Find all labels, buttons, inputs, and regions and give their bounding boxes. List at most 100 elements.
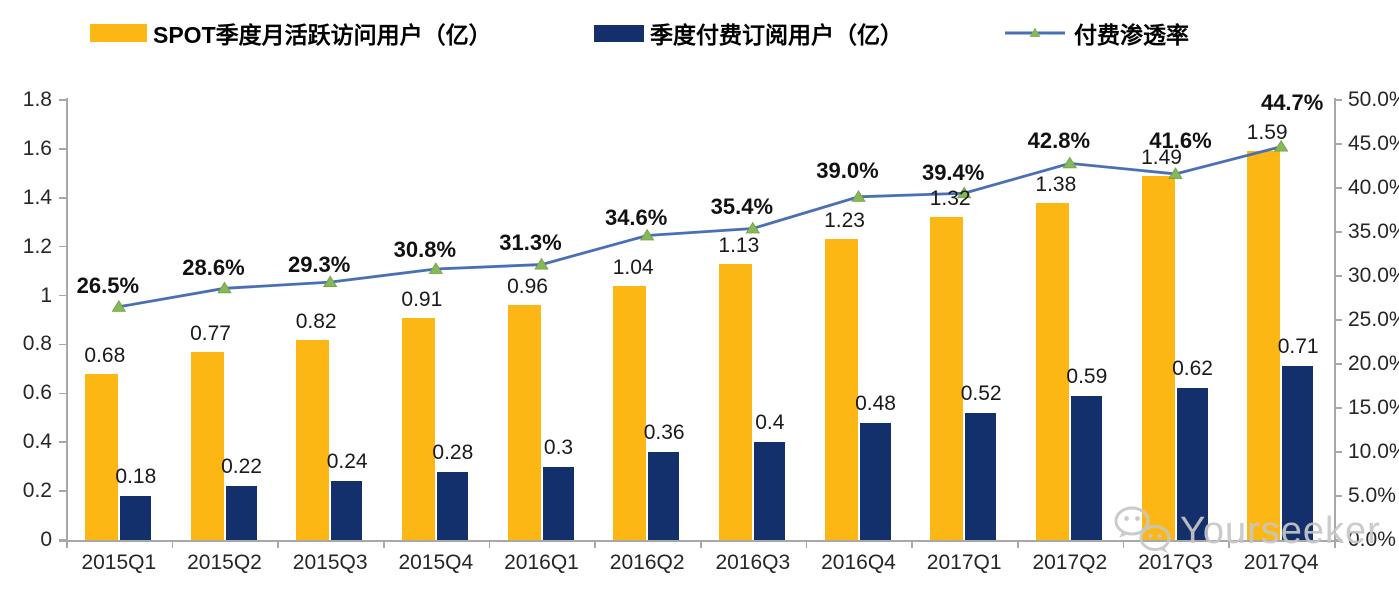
left-axis-tick xyxy=(59,441,67,443)
left-axis-tick-label: 0.8 xyxy=(22,332,52,356)
mau-value-label: 1.23 xyxy=(824,209,865,233)
right-axis-tick-label: 35.0% xyxy=(1348,220,1399,243)
watermark: Yourseeker xyxy=(1112,505,1381,557)
subscribers-bar xyxy=(965,412,997,540)
left-axis-tick-label: 1.2 xyxy=(22,234,52,258)
left-axis-tick xyxy=(59,197,67,199)
right-axis-tick-label: 0.0% xyxy=(1348,528,1396,551)
right-axis-tick xyxy=(1334,231,1342,233)
subscribers-value-label: 0.48 xyxy=(855,391,896,415)
x-axis-tick xyxy=(805,540,808,548)
right-axis-tick xyxy=(1334,539,1342,541)
right-axis-tick-label: 25.0% xyxy=(1348,308,1399,331)
subscribers-value-label: 0.3 xyxy=(543,435,574,459)
subscribers-value-label: 0.28 xyxy=(432,440,474,464)
subscribers-value-label: 0.62 xyxy=(1172,357,1213,381)
mau-bar xyxy=(930,217,964,540)
left-axis-tick xyxy=(59,294,67,297)
subscribers-bar xyxy=(225,486,257,540)
subscribers-bar xyxy=(331,481,363,540)
left-axis-tick-label: 1.6 xyxy=(22,136,52,160)
mau-bar xyxy=(824,239,858,540)
penetration-label: 31.3% xyxy=(499,229,562,255)
penetration-label: 39.4% xyxy=(921,160,985,186)
penetration-label: 30.8% xyxy=(393,236,457,262)
right-axis-tick-label: 45.0% xyxy=(1348,132,1399,155)
right-axis-tick xyxy=(1334,275,1342,277)
subscribers-value-label: 0.22 xyxy=(221,455,262,479)
mau-legend-swatch xyxy=(90,24,147,42)
right-axis-tick xyxy=(1334,495,1342,497)
penetration-label: 39.0% xyxy=(816,157,879,183)
mau-bar xyxy=(84,373,118,540)
x-axis-tick xyxy=(1017,540,1019,548)
subscribers-value-label: 0.36 xyxy=(643,421,685,444)
left-axis-tick-label: 0.6 xyxy=(22,381,52,405)
legend-item-penetration: 付费渗透率 xyxy=(1004,18,1189,48)
subscribers-bar xyxy=(1282,366,1314,540)
penetration-label: 41.6% xyxy=(1149,127,1212,153)
left-axis-tick xyxy=(59,148,67,150)
mau-value-label: 0.82 xyxy=(295,309,337,333)
subscribers-value-label: 0.24 xyxy=(326,450,368,474)
x-axis-tick xyxy=(1122,540,1125,548)
mau-value-label: 1.04 xyxy=(612,255,654,279)
x-axis-tick xyxy=(488,540,491,548)
mau-value-label: 0.96 xyxy=(507,275,548,299)
x-axis-category-label: 2016Q4 xyxy=(821,551,896,574)
x-axis-category-label: 2015Q1 xyxy=(81,551,157,574)
mau-value-label: 0.68 xyxy=(84,343,126,367)
right-axis-tick xyxy=(1334,319,1342,321)
x-axis-tick xyxy=(277,540,279,548)
subscribers-bar xyxy=(436,471,468,540)
right-axis-tick-label: 30.0% xyxy=(1348,264,1399,287)
subscribers-bar xyxy=(1176,388,1208,540)
x-axis-category-label: 2017Q2 xyxy=(1032,551,1108,574)
left-axis-tick xyxy=(59,392,67,395)
right-axis-tick xyxy=(1334,451,1342,453)
x-axis-tick xyxy=(1228,540,1230,548)
mau-bar xyxy=(613,285,647,540)
right-axis-tick xyxy=(1334,187,1342,189)
left-axis-tick-label: 0.4 xyxy=(22,430,52,454)
right-axis-tick-label: 5.0% xyxy=(1348,484,1396,507)
subscribers-value-label: 0.59 xyxy=(1066,364,1108,388)
subscribers-value-label: 0.4 xyxy=(755,411,785,435)
wechat-icon xyxy=(1114,506,1171,553)
right-axis-tick-label: 15.0% xyxy=(1348,396,1399,419)
subscribers-legend-swatch xyxy=(594,24,644,42)
x-axis-category-label: 2017Q1 xyxy=(926,551,1002,574)
right-axis-tick xyxy=(1334,143,1342,145)
left-axis-tick xyxy=(59,539,67,541)
penetration-label: 35.4% xyxy=(710,194,774,220)
x-axis-tick xyxy=(911,540,913,548)
x-axis-category-label: 2016Q1 xyxy=(504,551,579,574)
mau-value-label: 0.77 xyxy=(190,321,231,345)
penetration-label: 42.8% xyxy=(1027,128,1091,154)
penetration-label: 44.7% xyxy=(1260,89,1324,115)
subscribers-bar xyxy=(542,466,574,540)
subscribers-bar xyxy=(119,496,151,540)
right-axis-tick xyxy=(1334,407,1342,409)
subscribers-value-label: 0.52 xyxy=(960,381,1002,405)
left-axis-tick-label: 0 xyxy=(40,528,52,551)
legend-item-subscribers: 季度付费订阅用户（亿） xyxy=(594,18,903,48)
left-axis-line xyxy=(66,98,68,541)
left-axis-tick xyxy=(59,245,67,248)
subscribers-value-label: 0.18 xyxy=(115,465,157,488)
subscribers-bar xyxy=(753,442,785,540)
penetration-label: 34.6% xyxy=(604,204,668,230)
left-axis-tick xyxy=(59,343,67,346)
x-axis-tick xyxy=(383,540,385,548)
left-axis-tick-label: 1 xyxy=(40,283,52,307)
x-axis-tick xyxy=(700,540,702,548)
right-axis-tick-label: 40.0% xyxy=(1348,176,1399,199)
mau-value-label: 1.38 xyxy=(1035,172,1077,196)
subscribers-bar xyxy=(1070,395,1102,540)
x-axis-tick xyxy=(1334,540,1336,548)
right-axis-tick-label: 50.0% xyxy=(1348,88,1399,111)
penetration-label: 29.3% xyxy=(287,252,351,278)
watermark-text: Yourseeker xyxy=(1180,509,1381,552)
x-axis-category-label: 2016Q3 xyxy=(715,551,791,574)
